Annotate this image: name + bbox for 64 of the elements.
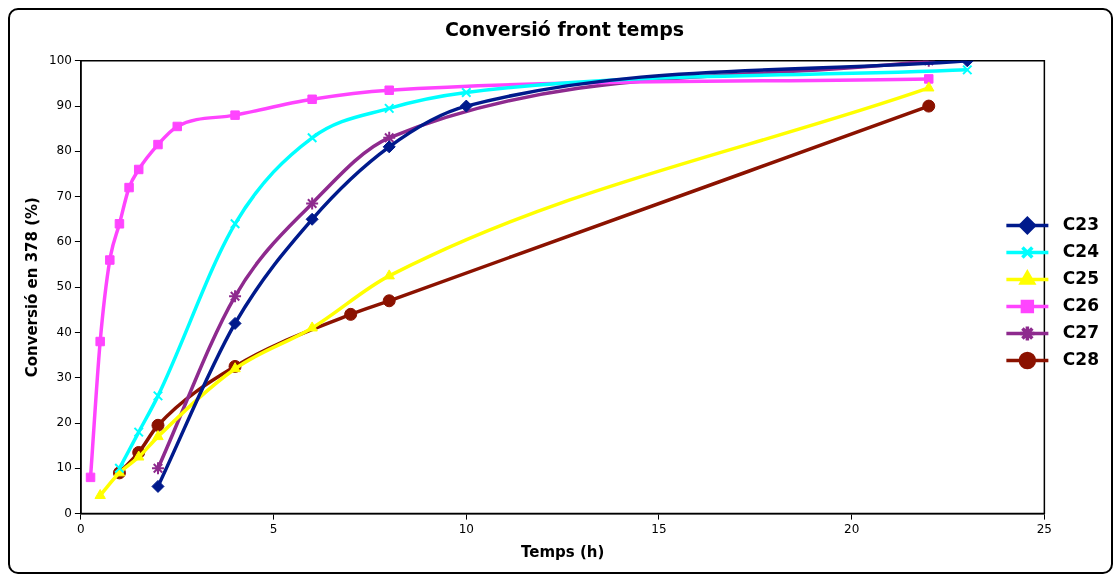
point — [94, 488, 106, 499]
x-tick-label: 20 — [844, 521, 860, 536]
x-tick-label: 10 — [458, 521, 474, 536]
point — [382, 130, 397, 145]
legend-label: C23 — [1062, 213, 1100, 234]
point — [151, 479, 165, 493]
point — [152, 430, 164, 441]
x-axis-title: Temps (h) — [520, 542, 605, 561]
point — [124, 182, 134, 193]
point — [306, 321, 318, 332]
y-tick-label: 60 — [56, 234, 72, 249]
legend-label: C24 — [1062, 240, 1100, 261]
legend-label: C25 — [1062, 267, 1100, 288]
point — [923, 81, 935, 92]
point — [153, 139, 163, 150]
point — [305, 196, 320, 211]
point — [133, 426, 144, 438]
y-tick-label: 30 — [56, 369, 72, 384]
point — [114, 219, 125, 229]
x-tick-label: 0 — [77, 521, 85, 536]
point — [962, 64, 973, 76]
point — [383, 103, 395, 114]
point — [152, 390, 164, 402]
legend-label: C27 — [1062, 321, 1100, 342]
y-tick-label: 100 — [49, 52, 72, 67]
y-axis-title: Conversió en 378 (%) — [22, 197, 41, 378]
x-tick-label: 25 — [1036, 521, 1053, 536]
x-tick-label: 15 — [651, 521, 667, 536]
y-tick-label: 70 — [56, 188, 72, 203]
point — [150, 461, 165, 476]
y-tick-label: 0 — [64, 505, 72, 520]
point — [105, 255, 115, 265]
y-tick-label: 80 — [56, 143, 72, 158]
point — [228, 289, 243, 304]
point — [151, 418, 165, 432]
y-tick-label: 40 — [56, 324, 72, 339]
point — [172, 121, 182, 132]
point — [85, 472, 96, 483]
point — [230, 110, 240, 120]
point — [228, 316, 242, 330]
point — [344, 307, 358, 321]
point — [382, 140, 396, 154]
point — [133, 164, 144, 175]
point — [382, 294, 396, 308]
point — [461, 87, 472, 98]
point — [384, 85, 394, 95]
point — [95, 336, 105, 347]
y-tick-label: 50 — [56, 279, 72, 294]
point — [306, 132, 318, 144]
chart-title: Conversió front temps — [444, 18, 685, 41]
point — [133, 450, 145, 461]
point — [459, 99, 473, 113]
point — [922, 99, 936, 113]
legend-label: C28 — [1062, 348, 1100, 369]
point — [229, 218, 241, 230]
y-tick-label: 90 — [56, 98, 72, 113]
legend-label: C26 — [1062, 294, 1100, 315]
y-tick-label: 10 — [56, 460, 72, 475]
point — [924, 74, 934, 84]
x-tick-label: 5 — [269, 521, 278, 536]
y-tick-label: 20 — [56, 415, 72, 430]
point — [383, 269, 395, 280]
point — [305, 212, 319, 226]
point — [307, 94, 317, 105]
